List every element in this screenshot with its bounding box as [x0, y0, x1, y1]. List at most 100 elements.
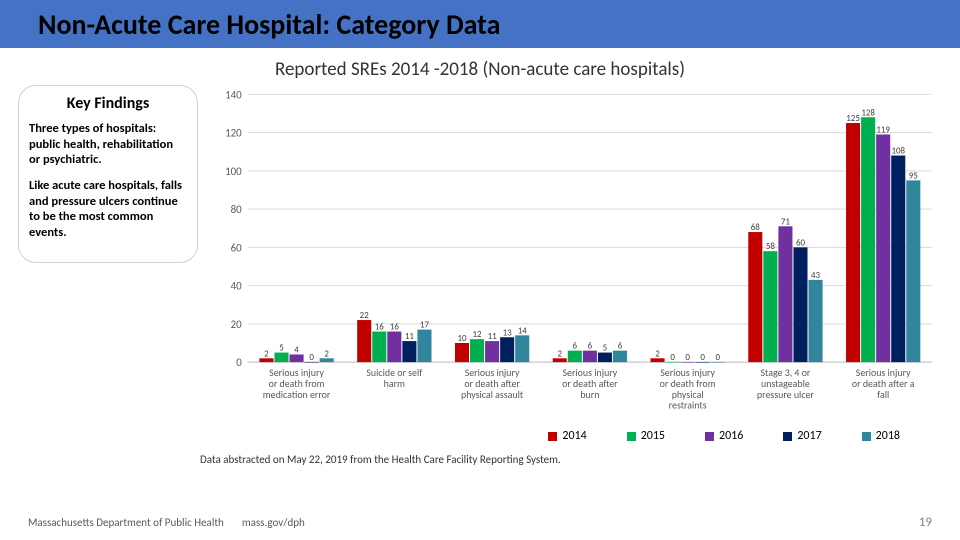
bar [906, 180, 920, 362]
svg-text:5: 5 [279, 344, 284, 354]
legend-item: 2016 [705, 429, 743, 443]
footer-org: Massachusetts Department of Public Healt… [28, 516, 224, 529]
page-title: Non-Acute Care Hospital: Category Data [38, 7, 500, 42]
svg-text:5: 5 [603, 344, 608, 354]
svg-text:119: 119 [876, 126, 890, 136]
legend-label: 2016 [719, 429, 743, 443]
svg-text:12: 12 [473, 330, 483, 340]
svg-text:128: 128 [861, 108, 875, 118]
svg-text:medication error: medication error [263, 389, 331, 401]
svg-text:burn: burn [580, 389, 599, 401]
bar [876, 134, 890, 362]
svg-text:58: 58 [766, 242, 776, 252]
key-findings-panel: Key Findings Three types of hospitals: p… [18, 85, 208, 425]
svg-text:harm: harm [384, 378, 405, 390]
key-findings-p2: Like acute care hospitals, falls and pre… [29, 178, 187, 241]
bar [455, 343, 469, 362]
legend-item: 2014 [548, 429, 586, 443]
svg-text:11: 11 [488, 332, 498, 342]
bar [846, 123, 860, 362]
legend-swatch [783, 432, 792, 441]
legend-label: 2018 [876, 429, 900, 443]
svg-text:0: 0 [309, 353, 314, 363]
svg-text:6: 6 [618, 342, 623, 352]
legend-item: 2018 [862, 429, 900, 443]
legend-item: 2017 [783, 429, 821, 443]
svg-text:100: 100 [225, 165, 242, 178]
bar [372, 332, 386, 363]
legend-label: 2015 [641, 429, 665, 443]
svg-text:11: 11 [405, 332, 415, 342]
bar [402, 341, 416, 362]
legend-label: 2017 [797, 429, 821, 443]
bar [778, 226, 792, 362]
svg-text:16: 16 [390, 323, 400, 333]
bar [748, 232, 762, 362]
bar [793, 247, 807, 362]
legend-swatch [627, 432, 636, 441]
legend-swatch [548, 432, 557, 441]
svg-text:6: 6 [573, 342, 578, 352]
chart-area: 02040608010012014025402Serious injuryor … [208, 85, 942, 425]
svg-text:0: 0 [700, 353, 705, 363]
svg-text:2: 2 [324, 349, 329, 359]
chart-subtitle: Reported SREs 2014 -2018 (Non-acute care… [0, 58, 960, 81]
svg-text:2: 2 [558, 349, 563, 359]
footer-url: mass.gov/dph [242, 516, 305, 529]
key-findings-box: Key Findings Three types of hospitals: p… [18, 85, 198, 263]
svg-text:60: 60 [231, 241, 243, 254]
svg-text:140: 140 [225, 88, 242, 101]
key-findings-p1: Three types of hospitals: public health,… [29, 121, 187, 168]
legend-item: 2015 [627, 429, 665, 443]
svg-text:6: 6 [588, 342, 593, 352]
svg-text:0: 0 [670, 353, 675, 363]
bar [470, 339, 484, 362]
svg-text:physical assault: physical assault [461, 389, 524, 401]
svg-text:10: 10 [457, 334, 467, 344]
bar [568, 351, 582, 362]
svg-text:68: 68 [751, 223, 761, 233]
bar [861, 117, 875, 362]
bar [763, 251, 777, 362]
svg-text:2: 2 [655, 349, 660, 359]
svg-text:fall: fall [877, 389, 889, 401]
content-row: Key Findings Three types of hospitals: p… [0, 85, 960, 425]
bar [515, 335, 529, 362]
bar [274, 353, 288, 363]
svg-text:0: 0 [236, 356, 242, 369]
svg-text:60: 60 [796, 238, 806, 248]
title-bar: Non-Acute Care Hospital: Category Data [0, 0, 960, 48]
bar [387, 332, 401, 363]
svg-text:0: 0 [685, 353, 690, 363]
svg-text:95: 95 [909, 171, 918, 181]
page-footer: Massachusetts Department of Public Healt… [0, 515, 960, 530]
legend-swatch [705, 432, 714, 441]
bar [357, 320, 371, 362]
svg-text:pressure ulcer: pressure ulcer [757, 389, 814, 401]
svg-text:22: 22 [360, 311, 370, 321]
bar [613, 351, 627, 362]
bar [583, 351, 597, 362]
svg-text:0: 0 [716, 353, 721, 363]
bar [417, 330, 431, 363]
key-findings-heading: Key Findings [29, 94, 187, 113]
svg-text:17: 17 [420, 321, 430, 331]
bar [290, 354, 304, 362]
svg-text:71: 71 [781, 217, 791, 227]
bar [598, 353, 612, 363]
page-number: 19 [919, 515, 932, 530]
svg-text:14: 14 [518, 326, 528, 336]
svg-text:13: 13 [503, 328, 513, 338]
svg-text:80: 80 [231, 203, 243, 216]
legend-swatch [862, 432, 871, 441]
bar [809, 280, 823, 362]
legend-label: 2014 [562, 429, 586, 443]
svg-text:2: 2 [264, 349, 269, 359]
chart-legend: 2014 2015 2016 2017 2018 [0, 429, 960, 443]
svg-text:120: 120 [225, 127, 242, 140]
data-footnote: Data abstracted on May 22, 2019 from the… [200, 453, 960, 466]
bar-chart: 02040608010012014025402Serious injuryor … [208, 85, 942, 425]
svg-text:20: 20 [231, 318, 243, 331]
svg-text:43: 43 [811, 271, 821, 281]
svg-text:125: 125 [846, 114, 860, 124]
